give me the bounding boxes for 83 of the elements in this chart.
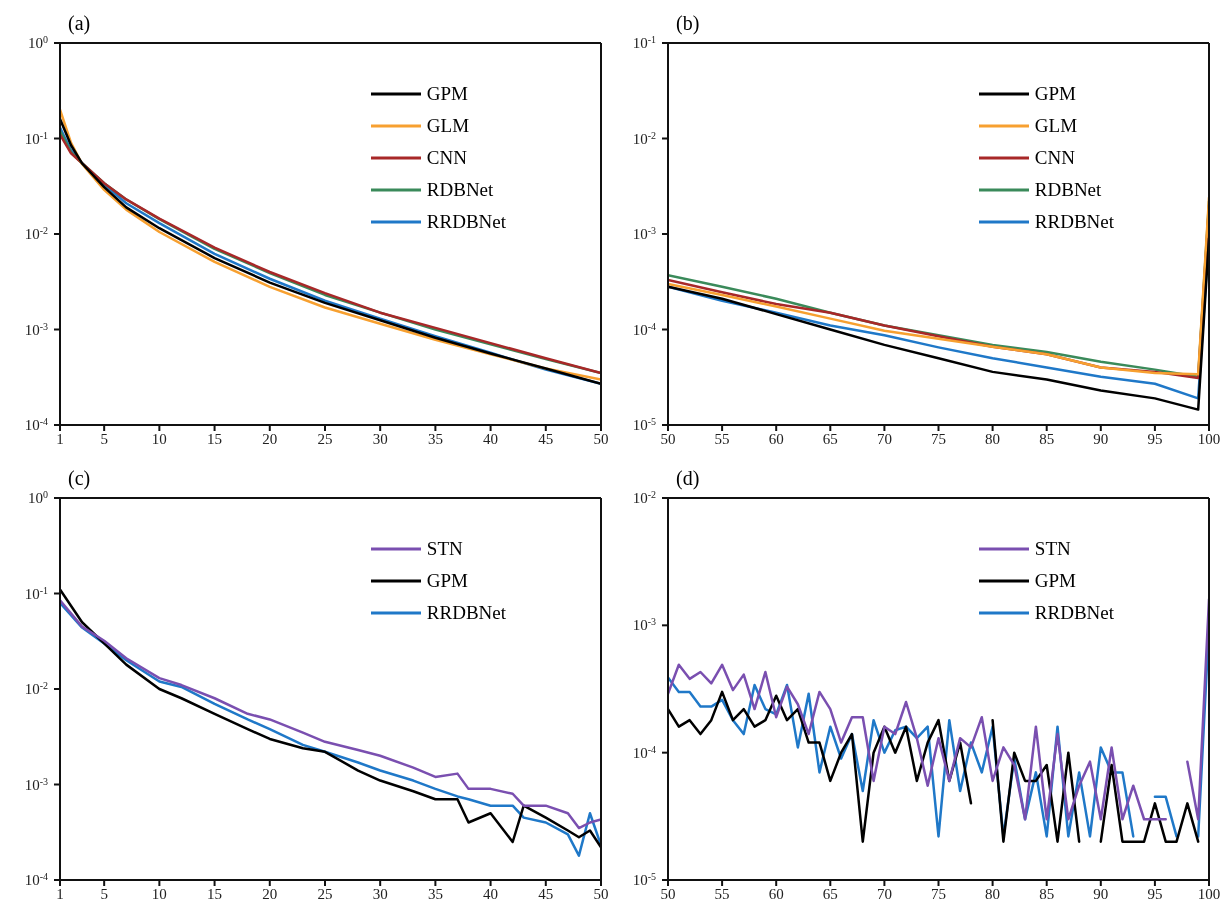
legend-label: CNN bbox=[1034, 147, 1075, 169]
legend-label: RDBNet bbox=[1034, 179, 1102, 201]
x-tick-label: 65 bbox=[822, 430, 838, 447]
x-tick-label: 85 bbox=[1039, 885, 1055, 902]
x-tick-label: 100 bbox=[1197, 430, 1221, 447]
x-tick-label: 55 bbox=[714, 430, 730, 447]
x-tick-label: 95 bbox=[1147, 430, 1163, 447]
x-tick-label: 1 bbox=[56, 430, 64, 447]
x-tick-label: 75 bbox=[931, 885, 946, 902]
x-tick-label: 80 bbox=[985, 885, 1001, 902]
x-tick-label: 50 bbox=[660, 885, 676, 902]
x-tick-label: 35 bbox=[427, 430, 443, 447]
x-tick-label: 30 bbox=[372, 885, 388, 902]
legend-label: STN bbox=[426, 538, 463, 560]
chart-title: (d) bbox=[676, 467, 700, 490]
legend-label: GPM bbox=[1034, 83, 1076, 105]
y-tick-label: 10$^{-5}$ bbox=[632, 870, 656, 888]
y-tick-label: 10$^{-3}$ bbox=[24, 320, 48, 338]
y-tick-label: 10$^{-5}$ bbox=[632, 415, 656, 433]
legend-label: GPM bbox=[426, 570, 468, 592]
x-tick-label: 95 bbox=[1147, 885, 1163, 902]
x-tick-label: 25 bbox=[317, 430, 333, 447]
x-tick-label: 90 bbox=[1093, 430, 1109, 447]
y-tick-label: 10$^{-4}$ bbox=[632, 743, 656, 761]
chart-title: (a) bbox=[68, 12, 91, 35]
y-tick-label: 10$^{-4}$ bbox=[24, 415, 48, 433]
legend-label: RDBNet bbox=[426, 179, 494, 201]
x-tick-label: 10 bbox=[151, 430, 167, 447]
legend-label: RRDBNet bbox=[426, 211, 506, 233]
x-tick-label: 15 bbox=[207, 885, 223, 902]
x-tick-label: 60 bbox=[768, 885, 784, 902]
legend-label: RRDBNet bbox=[1034, 211, 1114, 233]
legend-label: GPM bbox=[426, 83, 468, 105]
y-tick-label: 10$^{-1}$ bbox=[632, 33, 656, 51]
x-tick-label: 20 bbox=[262, 885, 278, 902]
x-tick-label: 25 bbox=[317, 885, 333, 902]
x-tick-label: 1 bbox=[56, 885, 64, 902]
y-tick-label: 10$^{-2}$ bbox=[632, 488, 656, 506]
x-tick-label: 45 bbox=[538, 430, 554, 447]
y-tick-label: 10$^{-2}$ bbox=[24, 224, 48, 242]
x-tick-label: 65 bbox=[822, 885, 838, 902]
x-tick-label: 20 bbox=[262, 430, 278, 447]
x-tick-label: 90 bbox=[1093, 885, 1109, 902]
chart-title: (c) bbox=[68, 467, 91, 490]
y-tick-label: 10$^{0}$ bbox=[28, 488, 48, 506]
x-tick-label: 35 bbox=[427, 885, 443, 902]
x-tick-label: 70 bbox=[876, 885, 892, 902]
legend-label: GLM bbox=[426, 115, 470, 137]
x-tick-label: 5 bbox=[100, 885, 108, 902]
x-tick-label: 40 bbox=[483, 430, 499, 447]
x-tick-label: 50 bbox=[660, 430, 676, 447]
x-tick-label: 30 bbox=[372, 430, 388, 447]
y-tick-label: 10$^{-2}$ bbox=[24, 679, 48, 697]
x-tick-label: 50 bbox=[593, 885, 609, 902]
x-tick-label: 80 bbox=[985, 430, 1001, 447]
x-tick-label: 55 bbox=[714, 885, 730, 902]
x-tick-label: 15 bbox=[207, 430, 223, 447]
y-tick-label: 10$^{0}$ bbox=[28, 33, 48, 51]
y-tick-label: 10$^{-1}$ bbox=[24, 584, 48, 602]
x-tick-label: 40 bbox=[483, 885, 499, 902]
y-tick-label: 10$^{-4}$ bbox=[24, 870, 48, 888]
x-tick-label: 75 bbox=[931, 430, 946, 447]
legend-label: RRDBNet bbox=[426, 602, 506, 624]
legend-label: CNN bbox=[426, 147, 467, 169]
y-tick-label: 10$^{-3}$ bbox=[632, 615, 656, 634]
legend-label: STN bbox=[1034, 538, 1071, 560]
x-tick-label: 50 bbox=[593, 430, 609, 447]
y-tick-label: 10$^{-3}$ bbox=[24, 775, 48, 793]
legend-label: GPM bbox=[1034, 570, 1076, 592]
y-tick-label: 10$^{-4}$ bbox=[632, 320, 656, 338]
legend-label: RRDBNet bbox=[1034, 602, 1114, 624]
x-tick-label: 85 bbox=[1039, 430, 1055, 447]
x-tick-label: 5 bbox=[100, 430, 108, 447]
chart-title: (b) bbox=[676, 12, 700, 35]
y-tick-label: 10$^{-3}$ bbox=[632, 224, 656, 242]
x-tick-label: 70 bbox=[876, 430, 892, 447]
x-tick-label: 60 bbox=[768, 430, 784, 447]
x-tick-label: 100 bbox=[1197, 885, 1221, 902]
x-tick-label: 45 bbox=[538, 885, 554, 902]
legend-label: GLM bbox=[1034, 115, 1078, 137]
y-tick-label: 10$^{-2}$ bbox=[632, 129, 656, 147]
y-tick-label: 10$^{-1}$ bbox=[24, 129, 48, 147]
x-tick-label: 10 bbox=[151, 885, 167, 902]
